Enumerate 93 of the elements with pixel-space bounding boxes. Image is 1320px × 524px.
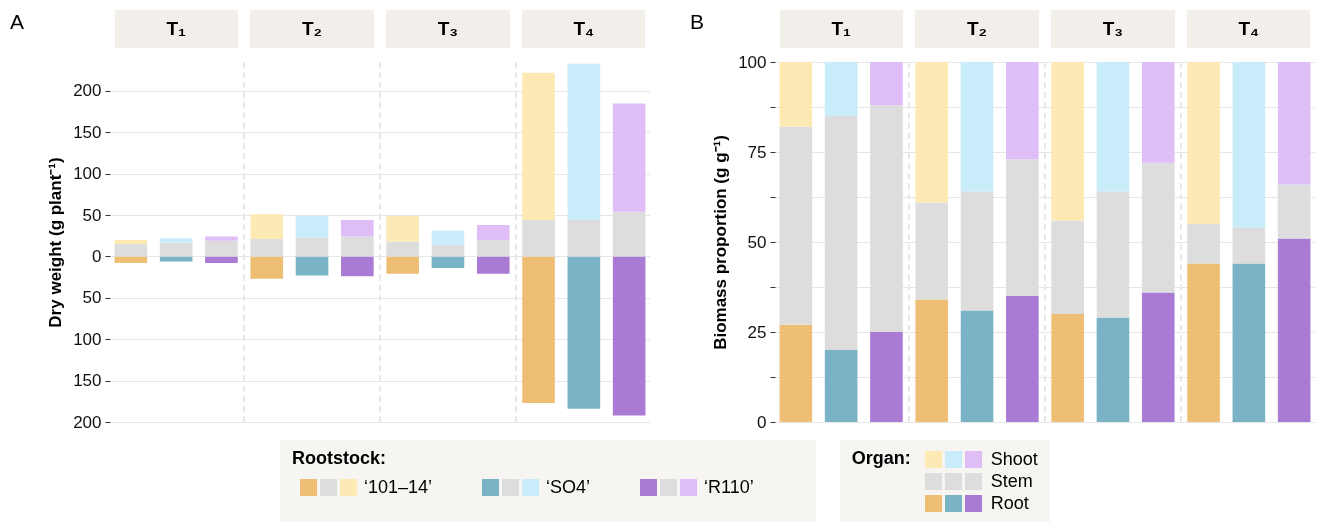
text: T₁ [114, 10, 238, 48]
bar [612, 256, 646, 416]
bar [1232, 263, 1266, 422]
text: T₃ [1051, 10, 1175, 48]
bar [114, 239, 148, 245]
bar [870, 62, 903, 106]
bar [567, 220, 601, 257]
bar [824, 62, 858, 116]
y-tick-label: 100 [73, 164, 102, 184]
bar [205, 240, 238, 257]
bar [341, 256, 374, 277]
legend-label: Stem [990, 470, 1033, 492]
bar [476, 225, 510, 240]
y-tick-label: 150 [73, 122, 102, 142]
bar [1187, 263, 1220, 422]
bar [1141, 62, 1175, 163]
text: A [10, 10, 25, 34]
bar [295, 237, 329, 257]
text: ‘SO4’ [546, 477, 591, 498]
y-tick-label: 100 [738, 52, 767, 72]
text: ‘101–14’ [364, 477, 433, 498]
y-tick-label: 0 [757, 412, 767, 432]
bar [1051, 314, 1084, 422]
bar [1096, 317, 1130, 422]
text: T₄ [522, 10, 646, 48]
bar [960, 62, 994, 192]
bar [779, 324, 813, 422]
bar [522, 256, 555, 403]
bar [1232, 62, 1266, 228]
legend-title: Organ: [851, 448, 911, 470]
bar [159, 256, 193, 262]
bar [431, 256, 465, 269]
y-axis-title: Dry weight (g plant⁻¹) [46, 157, 66, 328]
bar [476, 239, 510, 257]
bar [1141, 292, 1175, 422]
bar [431, 230, 465, 245]
bar [522, 72, 555, 221]
bar [1006, 62, 1039, 160]
y-tick-label: 25 [747, 322, 767, 342]
y-tick-label: 50 [82, 205, 102, 225]
bar [205, 256, 238, 264]
bar [341, 236, 374, 257]
bar [295, 256, 329, 276]
bar [870, 332, 903, 422]
bar [476, 256, 510, 274]
bar [114, 244, 148, 257]
bar [250, 214, 284, 240]
bar [159, 242, 193, 257]
bar [295, 215, 329, 238]
bar [824, 350, 858, 422]
bar [960, 310, 994, 422]
bar [114, 256, 148, 264]
bar [915, 62, 949, 203]
text: ‘R110’ [704, 477, 754, 498]
y-tick-label: 50 [82, 288, 102, 308]
bar [779, 62, 813, 127]
text: B [690, 10, 705, 34]
bar [250, 239, 284, 257]
bar [567, 63, 601, 221]
bar [159, 238, 193, 243]
text: T₁ [779, 10, 903, 48]
y-tick-label: 75 [747, 142, 767, 162]
text: T₃ [386, 10, 510, 48]
bar [205, 236, 238, 241]
bar [1096, 62, 1130, 192]
text: T₄ [1187, 10, 1311, 48]
bar [1277, 238, 1311, 422]
bar [1006, 296, 1039, 422]
bar [341, 220, 374, 237]
bar [1187, 62, 1220, 224]
bar [386, 215, 419, 242]
bar [1277, 62, 1311, 185]
bar [612, 103, 646, 212]
legend-label: Root [990, 492, 1029, 514]
legend-label: Shoot [990, 448, 1038, 470]
text: T₂ [250, 10, 374, 48]
bar [522, 220, 555, 257]
text: T₂ [915, 10, 1039, 48]
bar [386, 241, 419, 257]
y-tick-label: 100 [73, 329, 102, 349]
y-tick-label: 200 [73, 81, 102, 101]
y-axis-title: Biomass proportion (g g⁻¹) [711, 135, 731, 350]
bar [1051, 62, 1084, 221]
text: Rootstock: [292, 448, 387, 469]
bar [250, 256, 284, 279]
bar [431, 244, 465, 257]
y-tick-label: 50 [747, 232, 767, 252]
y-tick-label: 0 [92, 246, 102, 266]
bar [567, 256, 601, 409]
bar [915, 299, 949, 422]
y-tick-label: 150 [73, 371, 102, 391]
bar [386, 256, 419, 274]
y-tick-label: 200 [73, 412, 102, 432]
